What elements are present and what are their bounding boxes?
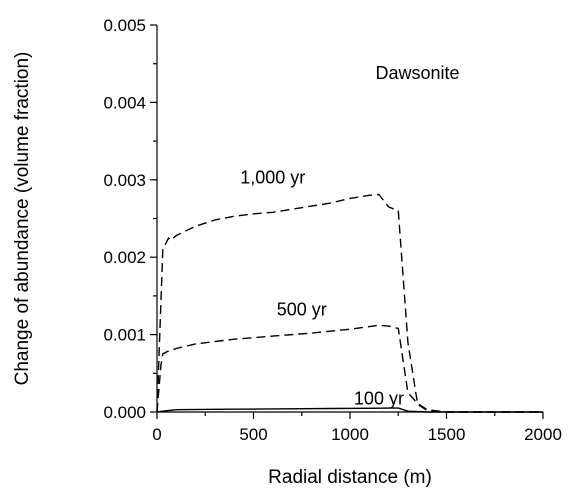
y-ticks: 0.000 0.001 0.002 0.003 0.004 0.005	[103, 16, 157, 422]
x-axis-title: Radial distance (m)	[268, 467, 432, 488]
y-tick-label: 0.002	[103, 248, 146, 267]
annotation-0: Dawsonite	[376, 63, 460, 83]
y-tick-label: 0.004	[103, 93, 146, 112]
annotations: Dawsonite 1,000 yr 500 yr 100 yr	[240, 63, 459, 408]
series-line-1	[156, 324, 543, 413]
series-group	[156, 193, 543, 413]
y-tick-label: 0.001	[103, 326, 146, 345]
x-tick-label: 2000	[524, 425, 562, 444]
axes	[156, 25, 543, 413]
y-tick-label: 0.005	[103, 16, 146, 35]
series-line-0	[156, 407, 543, 413]
x-tick-label: 1500	[428, 425, 466, 444]
y-tick-label: 0.000	[103, 403, 146, 422]
annotation-2: 500 yr	[277, 299, 327, 319]
x-tick-label: 0	[152, 425, 161, 444]
series-line-2	[156, 193, 543, 413]
annotation-3: 100 yr	[354, 388, 404, 408]
x-tick-label: 500	[239, 425, 267, 444]
y-axis-title: Change of abundance (volume fraction)	[12, 52, 33, 386]
x-tick-label: 1000	[331, 425, 369, 444]
y-tick-label: 0.003	[103, 171, 146, 190]
annotation-1: 1,000 yr	[240, 168, 305, 188]
x-ticks: 0 500 1000 1500 2000	[152, 412, 562, 444]
